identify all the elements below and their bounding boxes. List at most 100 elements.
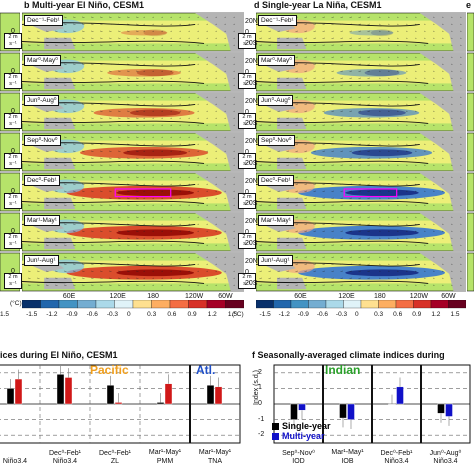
wind-arrow — [45, 110, 49, 112]
lon-tick-d: 60E — [294, 293, 307, 300]
wind-arrow — [450, 23, 453, 25]
wind-arrow — [135, 164, 139, 166]
wind-arrow — [170, 230, 173, 232]
wind-arrow — [36, 84, 40, 86]
colorbar-tick-b: -1.2 — [46, 311, 58, 318]
wind-arrow — [331, 183, 335, 185]
wind-arrow — [340, 157, 344, 159]
wind-arrow — [322, 77, 326, 79]
wind-arrow — [423, 197, 426, 199]
wind-arrow — [259, 150, 263, 152]
wind-arrow — [63, 204, 67, 206]
wind-arrow — [459, 124, 462, 126]
wind-arrow — [358, 143, 362, 145]
wind-arrow — [268, 284, 272, 286]
wind-arrow — [63, 223, 67, 225]
land-australia — [277, 37, 307, 50]
wind-arrow — [450, 197, 453, 199]
wind-arrow — [441, 96, 444, 98]
wind-arrow — [322, 70, 326, 72]
wind-arrow — [108, 56, 112, 58]
wind-arrow — [331, 263, 335, 265]
strip-cell-right — [467, 132, 474, 172]
wind-arrow — [340, 37, 344, 39]
wind-arrow — [396, 216, 399, 218]
wind-arrow — [441, 117, 444, 119]
wind-arrow — [206, 63, 209, 65]
wind-arrow — [197, 96, 200, 98]
wind-arrow — [170, 197, 173, 199]
wind-arrow — [215, 37, 218, 39]
wind-arrow — [99, 77, 103, 79]
wind-arrow — [277, 110, 281, 112]
wind-arrow — [450, 117, 453, 119]
wind-arrow — [54, 237, 58, 239]
wind-arrow — [405, 110, 408, 112]
wind-arrow — [396, 183, 399, 185]
wind-arrow — [117, 150, 121, 152]
wind-arrow — [423, 150, 426, 152]
wind-arrow — [27, 164, 31, 166]
wind-arrow — [378, 183, 381, 185]
wind-arrow — [108, 16, 112, 18]
wind-arrow — [358, 124, 362, 126]
wind-arrow — [126, 183, 130, 185]
wind-arrow — [378, 110, 381, 112]
wind-arrow — [423, 96, 426, 98]
wind-arrow — [135, 197, 139, 199]
wind-arrow — [135, 230, 139, 232]
x-category-top: Mar¹-May¹ — [148, 449, 182, 456]
wind-arrow — [197, 284, 200, 286]
wind-arrow — [36, 164, 40, 166]
wind-arrow — [54, 204, 58, 206]
wind-arrow — [126, 143, 130, 145]
wind-arrow — [367, 157, 371, 159]
wind-arrow — [459, 30, 462, 32]
colorbar-cell — [95, 300, 115, 309]
wind-arrow — [54, 197, 58, 199]
wind-arrow — [215, 176, 218, 178]
wind-arrow — [81, 16, 85, 18]
wind-arrow — [224, 77, 227, 79]
wind-arrow — [367, 136, 371, 138]
wind-arrow — [367, 230, 371, 232]
wind-arrow — [459, 157, 462, 159]
wind-arrow — [54, 30, 58, 32]
wind-arrow — [233, 136, 236, 138]
wind-arrow — [423, 70, 426, 72]
colorbar-cell — [58, 300, 78, 309]
wind-arrow — [188, 30, 191, 32]
land-americas — [419, 93, 466, 131]
wind-arrow — [331, 56, 335, 58]
anomaly-core — [358, 109, 406, 117]
wind-arrow — [405, 256, 408, 258]
wind-arrow — [441, 190, 444, 192]
wind-arrow — [432, 270, 435, 272]
wind-arrow — [304, 150, 308, 152]
wind-arrow — [179, 263, 182, 265]
wind-arrow — [72, 256, 76, 258]
wind-arrow — [143, 136, 146, 138]
wind-arrow — [432, 216, 435, 218]
wind-arrow — [349, 143, 353, 145]
wind-arrow — [152, 190, 155, 192]
wind-arrow — [378, 117, 381, 119]
wind-arrow — [432, 124, 435, 126]
lat-tick: 20N — [245, 218, 258, 225]
wind-arrow — [179, 150, 182, 152]
wind-arrow — [423, 77, 426, 79]
wind-arrow — [367, 237, 371, 239]
wind-arrow — [224, 63, 227, 65]
wind-arrow — [414, 70, 417, 72]
wind-arrow — [367, 197, 371, 199]
wind-arrow — [405, 190, 408, 192]
wind-arrow — [188, 164, 191, 166]
wind-arrow — [224, 96, 227, 98]
wind-arrow — [313, 37, 317, 39]
wind-arrow — [108, 103, 112, 105]
wind-arrow — [396, 16, 399, 18]
wind-arrow — [387, 244, 390, 246]
wind-arrow — [135, 37, 139, 39]
wind-arrow — [450, 244, 453, 246]
wind-arrow — [27, 124, 31, 126]
